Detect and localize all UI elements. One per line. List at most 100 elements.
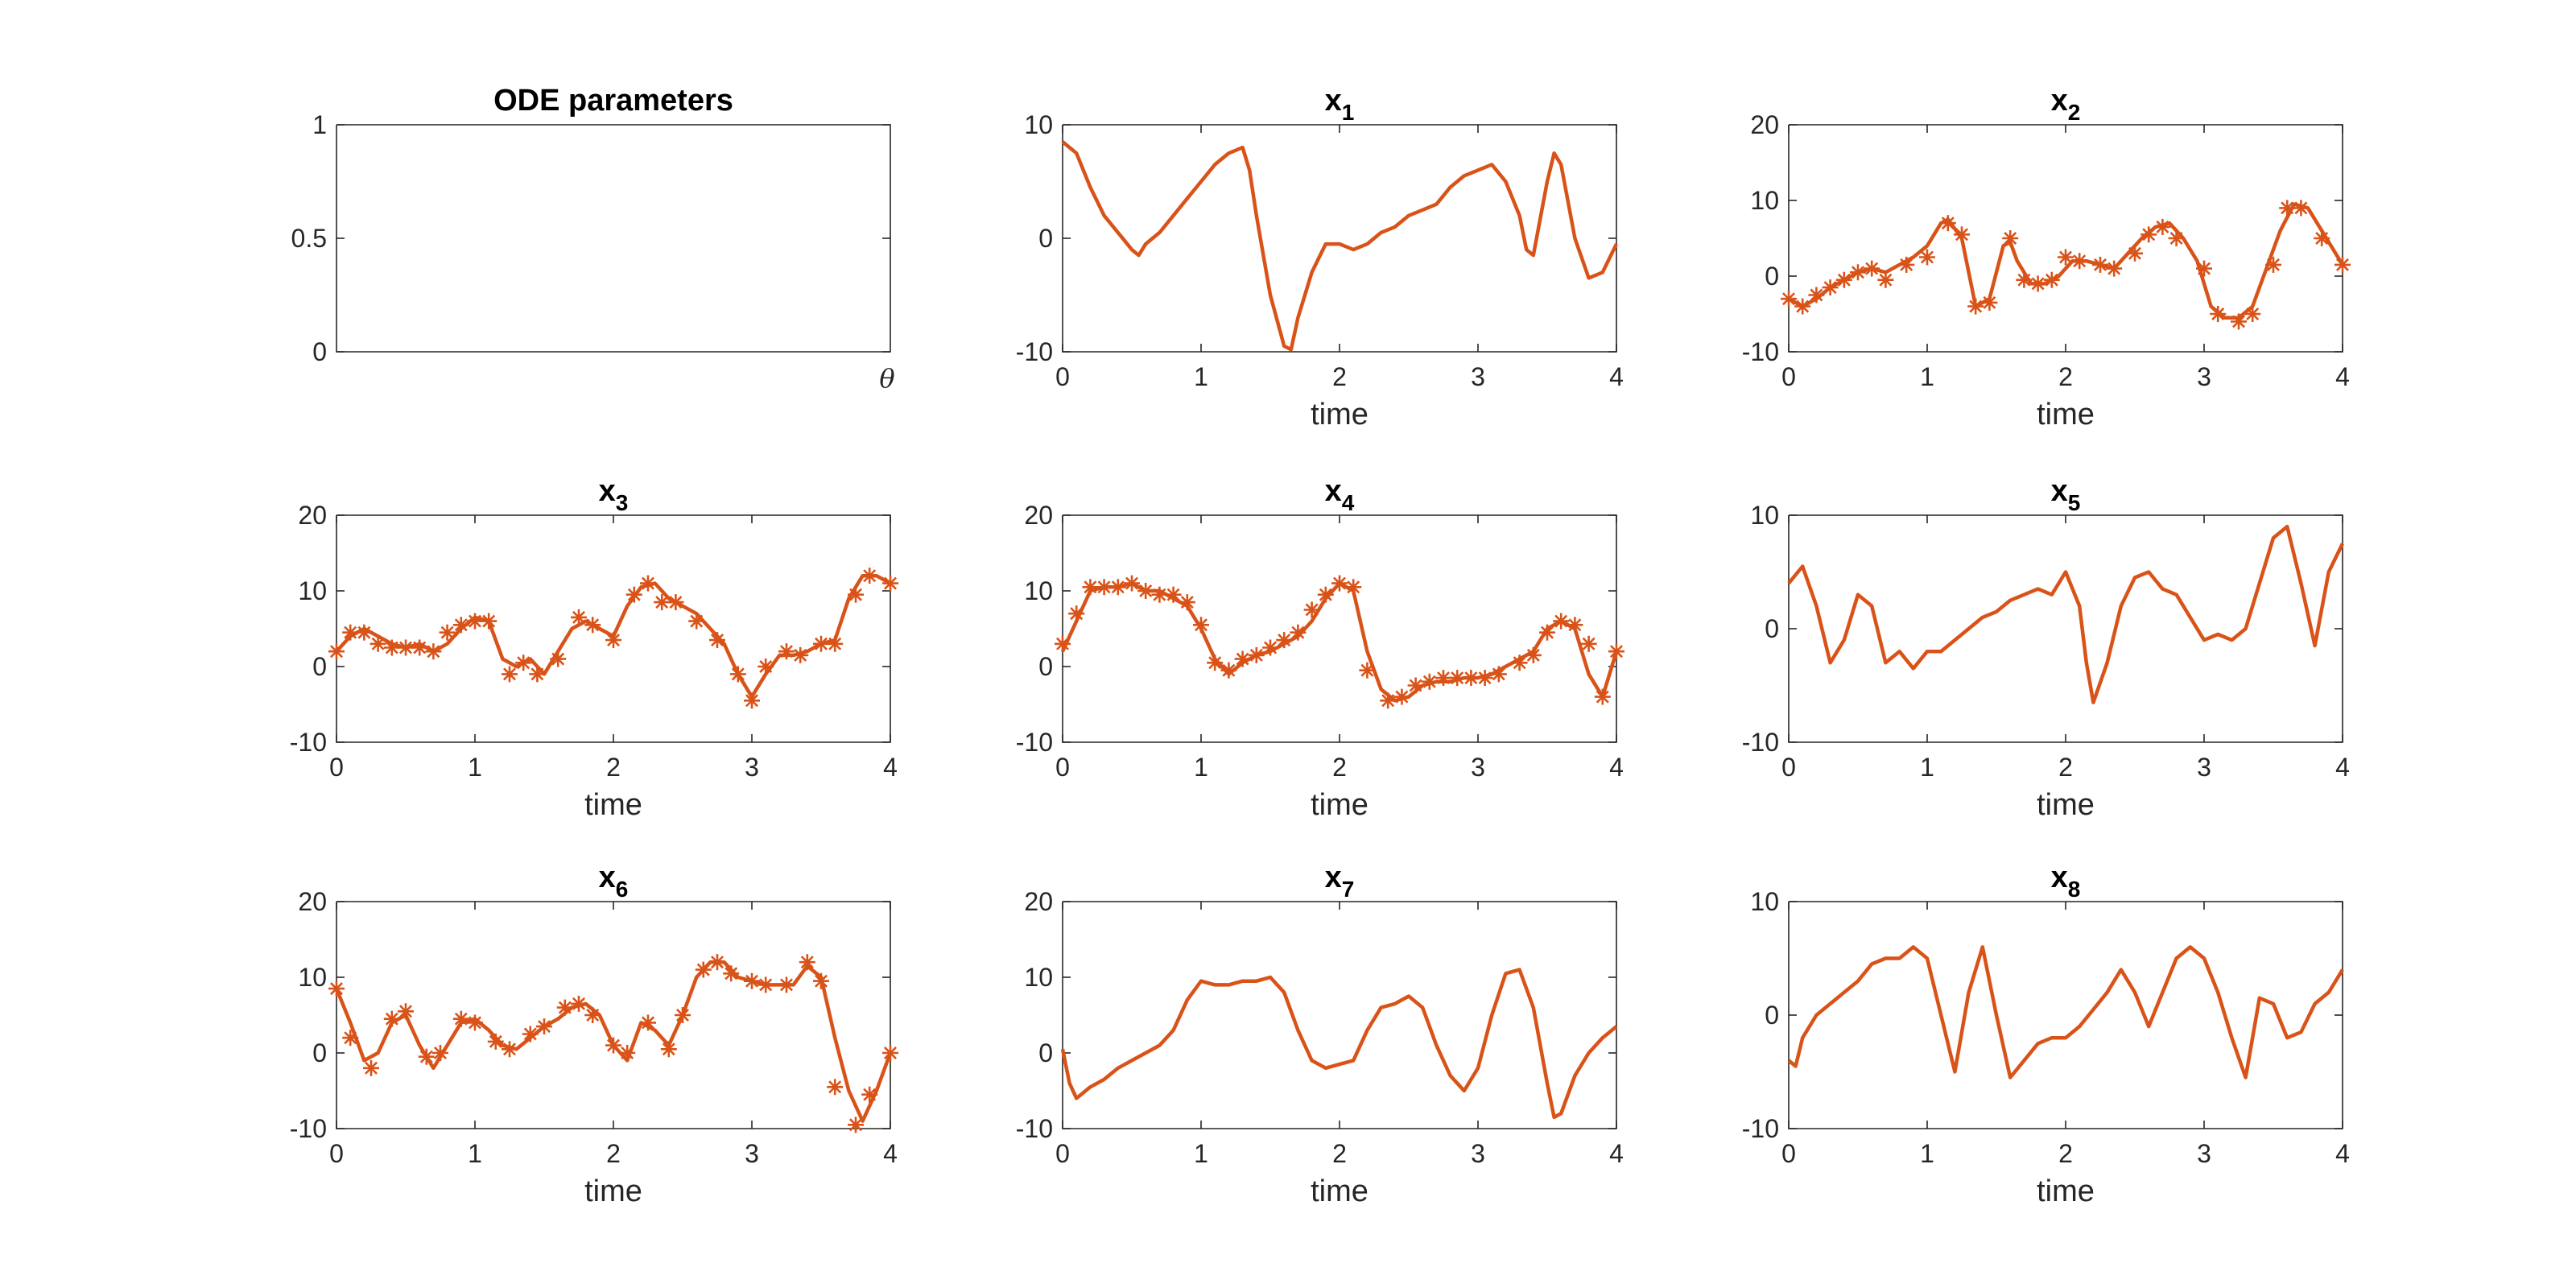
y-tick-label: -10 — [1742, 1114, 1779, 1143]
x-tick-label: 0 — [1781, 753, 1796, 782]
data-point-marker — [1435, 670, 1451, 687]
data-point-marker — [1137, 583, 1154, 599]
series-line — [1787, 524, 2345, 704]
data-point-marker — [328, 643, 345, 660]
data-point-marker — [1822, 279, 1839, 296]
data-point-marker — [2154, 218, 2171, 235]
axes-box — [336, 514, 891, 743]
y-tick-label: -10 — [1742, 728, 1779, 757]
data-point-marker — [1794, 298, 1811, 315]
data-point-marker — [1331, 575, 1348, 592]
data-point-marker — [1345, 579, 1362, 596]
data-point-marker — [1463, 670, 1480, 687]
data-point-marker — [1165, 586, 1182, 603]
data-point-marker — [1967, 298, 1984, 315]
data-point-marker — [861, 1086, 878, 1103]
data-point-marker — [1539, 624, 1555, 641]
data-point-marker — [2265, 256, 2281, 273]
data-point-marker — [1421, 673, 1438, 690]
data-point-marker — [2071, 253, 2088, 270]
x-tick-label: 3 — [2197, 753, 2211, 782]
y-tick-label: 10 — [298, 963, 327, 992]
data-point-marker — [2127, 245, 2143, 262]
data-point-marker — [605, 632, 621, 649]
title-subscript: 1 — [1342, 100, 1355, 125]
x-tick-label: 0 — [1781, 1139, 1796, 1168]
y-tick-label: 0 — [1038, 1038, 1053, 1067]
data-point-marker — [1835, 271, 1852, 288]
data-point-marker — [1082, 579, 1099, 596]
x-axis-label: time — [2037, 398, 2095, 431]
data-point-marker — [1567, 617, 1583, 634]
data-point-marker — [536, 1018, 552, 1035]
subplot-title: x7 — [1325, 861, 1355, 902]
y-tick-label: 20 — [298, 501, 327, 530]
x-tick-label: 3 — [1471, 753, 1485, 782]
data-point-marker — [2140, 226, 2157, 243]
x-tick-label: 1 — [468, 753, 482, 782]
data-point-marker — [1981, 294, 1998, 311]
subplot-title: x5 — [2051, 474, 2081, 515]
series-line — [1787, 945, 2344, 1080]
data-point-marker — [1393, 688, 1410, 705]
data-point-marker — [1939, 215, 1956, 232]
data-point-marker — [398, 1003, 414, 1020]
data-point-marker — [1220, 662, 1237, 679]
x-tick-label: 3 — [2197, 1139, 2211, 1168]
x-tick-label: 1 — [1194, 1139, 1208, 1168]
data-point-marker — [584, 1007, 601, 1023]
data-point-marker — [2314, 230, 2330, 246]
x-tick-label: 2 — [2058, 1139, 2073, 1168]
data-point-marker — [363, 1059, 379, 1076]
data-point-marker — [529, 666, 546, 683]
y-tick-label: 0 — [1765, 614, 1779, 643]
data-point-marker — [778, 643, 795, 660]
data-point-marker — [1234, 650, 1251, 667]
data-point-marker — [1525, 646, 1542, 663]
x-tick-label: 3 — [1471, 362, 1485, 391]
x-axis-label: time — [584, 1174, 642, 1208]
y-tick-label: 0 — [1765, 1001, 1779, 1030]
title-subscript: 8 — [2068, 877, 2081, 902]
data-point-marker — [584, 617, 601, 634]
data-point-marker — [758, 976, 774, 993]
x-tick-label: 1 — [1920, 1139, 1934, 1168]
subplot-title: x6 — [599, 861, 629, 902]
x-tick-label: 3 — [2197, 362, 2211, 391]
data-point-marker — [2016, 271, 2033, 288]
data-point-marker — [1151, 586, 1168, 603]
data-point-marker — [1490, 666, 1507, 683]
y-tick-label: 0.5 — [291, 224, 327, 253]
data-point-marker — [1359, 662, 1376, 679]
x-tick-label: 2 — [1332, 753, 1347, 782]
subplot-title: x4 — [1325, 474, 1355, 515]
data-point-marker — [640, 575, 656, 592]
data-point-marker — [654, 594, 671, 611]
data-point-marker — [432, 1045, 448, 1061]
data-point-marker — [675, 1007, 691, 1023]
x-tick-label: 4 — [1609, 1139, 1624, 1168]
data-point-marker — [2106, 260, 2123, 277]
data-point-marker — [619, 1045, 636, 1061]
data-point-marker — [342, 1030, 359, 1046]
title-text: x — [2051, 861, 2068, 894]
title-subscript: 3 — [616, 490, 629, 515]
y-tick-label: 0 — [312, 652, 327, 681]
data-point-marker — [515, 654, 532, 671]
y-tick-label: -10 — [1016, 728, 1053, 757]
axes-box — [336, 901, 891, 1129]
y-tick-label: -10 — [1016, 337, 1053, 366]
data-point-marker — [1109, 579, 1126, 596]
data-point-marker — [625, 586, 642, 603]
data-point-marker — [709, 954, 725, 971]
data-point-marker — [1276, 632, 1293, 649]
data-point-marker — [1317, 586, 1334, 603]
subplot-title: x3 — [599, 474, 629, 515]
title-text: ODE parameters — [493, 84, 733, 118]
data-point-marker — [1511, 654, 1528, 671]
y-tick-label: 10 — [1750, 186, 1779, 215]
